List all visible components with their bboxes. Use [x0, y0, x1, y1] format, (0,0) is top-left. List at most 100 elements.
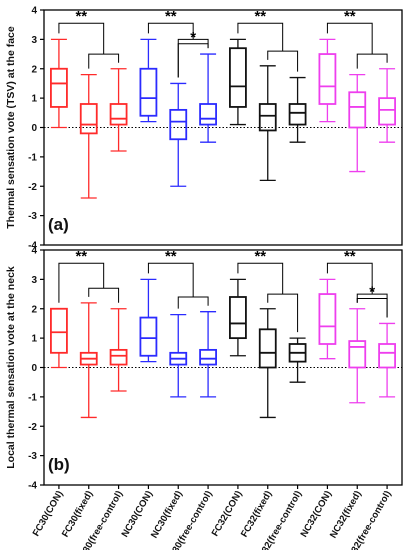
- y-tick-label: -3: [28, 451, 37, 462]
- bracket-line: [147, 22, 194, 40]
- iqr-box: [229, 47, 247, 108]
- significance-bracket: **: [58, 8, 120, 69]
- significance-bracket: *: [356, 283, 388, 318]
- significance-bracket: **: [58, 248, 120, 303]
- box-nc30con: [139, 38, 158, 123]
- y-tick-label: -1: [28, 392, 37, 403]
- box-fc30free-control: [109, 308, 128, 392]
- significance-label: **: [254, 248, 266, 265]
- iqr-box: [318, 293, 337, 345]
- y-tick-label: 1: [31, 334, 37, 345]
- box-fc30fixed: [79, 302, 98, 419]
- y-tick-label: 0: [31, 363, 37, 374]
- significance-label: **: [344, 8, 356, 25]
- panel-label: (a): [48, 215, 69, 234]
- box-fc32free-control: [288, 76, 307, 143]
- bracket-line: [88, 287, 120, 303]
- iqr-box: [258, 328, 277, 369]
- box-fc30con: [50, 38, 68, 129]
- bracket-line: [326, 262, 373, 295]
- y-tick-label: -3: [28, 211, 37, 222]
- y-tick-label: -1: [28, 152, 37, 163]
- significance-label: **: [165, 8, 177, 25]
- bracket-line: [58, 262, 105, 303]
- y-tick-label: -4: [28, 241, 37, 252]
- bracket-line: [237, 262, 284, 295]
- y-tick-label: -2: [28, 182, 37, 193]
- y-tick-label: 2: [31, 304, 37, 315]
- significance-bracket: **: [326, 248, 388, 318]
- y-axis-title: Thermal sensation vote (TSV) at the face: [5, 26, 17, 229]
- y-tick-label: 1: [31, 94, 37, 105]
- y-tick-label: -2: [28, 422, 37, 433]
- box-nc32free-control: [378, 322, 396, 398]
- iqr-box: [229, 296, 247, 340]
- box-fc32con: [229, 278, 247, 357]
- box-fc30free-control: [109, 68, 128, 152]
- iqr-box: [378, 343, 396, 369]
- box-fc32fixed: [258, 308, 277, 419]
- bracket-line: [267, 50, 299, 72]
- box-nc30fixed: [169, 82, 188, 187]
- box-nc32free-control: [378, 68, 396, 143]
- bracket-line: [356, 297, 388, 318]
- iqr-box: [199, 348, 217, 366]
- bracket-line: [177, 43, 209, 78]
- significance-label: *: [369, 283, 375, 300]
- box-nc30free-control: [199, 311, 217, 398]
- iqr-box: [318, 53, 337, 105]
- bracket-line: [177, 296, 209, 309]
- significance-bracket: **: [326, 8, 388, 69]
- y-tick-label: -4: [28, 481, 37, 492]
- significance-label: **: [75, 8, 87, 25]
- y-tick-label: 2: [31, 64, 37, 75]
- panel-label: (b): [48, 455, 70, 474]
- iqr-box: [109, 103, 128, 126]
- iqr-box: [50, 307, 68, 354]
- y-tick-label: 4: [31, 6, 37, 17]
- box-nc30con: [139, 278, 158, 363]
- significance-bracket: **: [237, 248, 299, 333]
- box-nc32fixed: [348, 73, 367, 173]
- significance-label: **: [254, 8, 266, 25]
- significance-bracket: **: [147, 248, 209, 309]
- box-nc32con: [318, 38, 337, 123]
- significance-label: *: [190, 29, 196, 46]
- box-nc30fixed: [169, 313, 188, 398]
- box-nc32fixed: [348, 308, 367, 404]
- iqr-box: [169, 108, 188, 141]
- y-tick-label: 3: [31, 275, 37, 286]
- bracket-line: [237, 22, 284, 52]
- significance-label: **: [165, 248, 177, 265]
- significance-bracket: **: [237, 8, 299, 72]
- box-nc30free-control: [199, 53, 217, 143]
- y-tick-label: 4: [31, 246, 37, 257]
- iqr-box: [378, 97, 396, 126]
- iqr-box: [348, 340, 367, 369]
- y-tick-label: 0: [31, 123, 37, 134]
- bracket-line: [58, 22, 105, 55]
- x-category-label: FC32(CON): [210, 489, 245, 538]
- bracket-line: [88, 53, 120, 69]
- iqr-box: [199, 103, 217, 126]
- bracket-line: [356, 53, 388, 69]
- iqr-box: [258, 103, 277, 132]
- iqr-box: [79, 103, 98, 135]
- bracket-line: [267, 293, 299, 333]
- iqr-box: [109, 348, 128, 366]
- box-fc32con: [229, 38, 247, 126]
- box-fc32fixed: [258, 65, 277, 182]
- box-nc32con: [318, 278, 337, 360]
- significance-label: **: [75, 248, 87, 265]
- iqr-box: [348, 91, 367, 129]
- box-fc30con: [50, 307, 68, 369]
- box-fc32free-control: [288, 337, 307, 383]
- box-fc30fixed: [79, 73, 98, 199]
- iqr-box: [139, 67, 158, 117]
- bracket-line: [326, 22, 373, 55]
- iqr-box: [50, 67, 68, 108]
- y-tick-label: 3: [31, 35, 37, 46]
- bracket-line: [147, 262, 194, 297]
- y-axis-title: Local thermal sensation vote at the neck: [5, 266, 17, 469]
